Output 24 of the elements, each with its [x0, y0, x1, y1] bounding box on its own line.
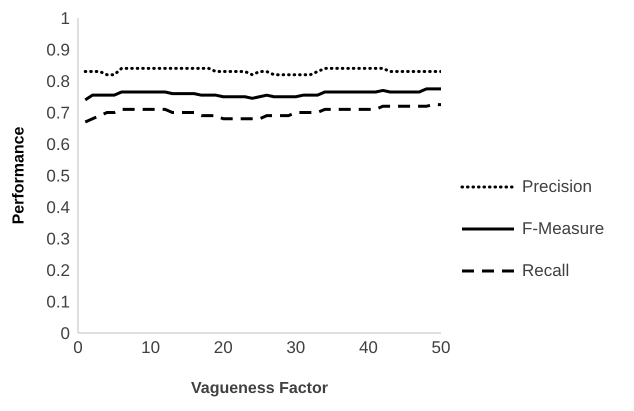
y-tick-label: 0.1 — [46, 292, 70, 312]
y-tick-label: 0.2 — [46, 261, 70, 280]
y-tick-label: 0.7 — [46, 104, 70, 123]
x-tick-label: 20 — [214, 338, 233, 358]
y-tick-label: 0.5 — [46, 166, 70, 186]
y-tick-label: 0.3 — [46, 230, 70, 249]
y-tick-label: 0.8 — [46, 72, 70, 92]
legend-label: Recall — [522, 261, 570, 281]
x-tick-label: 50 — [432, 338, 450, 358]
line-series — [84, 87, 441, 102]
x-tick-label: 30 — [286, 338, 306, 358]
y-axis-title: Performance — [10, 126, 28, 224]
y-tick-label: 0.6 — [46, 135, 70, 154]
legend-label: Precision — [522, 177, 592, 197]
x-tick-label: 40 — [358, 338, 378, 358]
x-tick-label: 10 — [141, 338, 160, 358]
x-tick-label: 0 — [73, 338, 83, 358]
y-tick-label: 0.4 — [46, 198, 70, 218]
line-series — [84, 103, 441, 124]
y-tick-label: 0 — [60, 324, 70, 344]
legend-label: F-Measure — [522, 219, 604, 239]
x-axis-title: Vagueness Factor — [191, 380, 328, 397]
y-tick-label: 1 — [60, 9, 70, 28]
y-tick-label: 0.9 — [46, 40, 70, 60]
